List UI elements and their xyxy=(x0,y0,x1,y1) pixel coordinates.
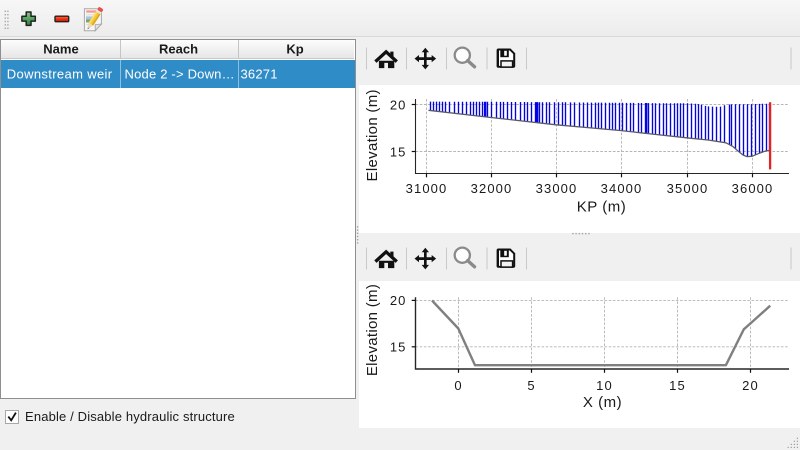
svg-text:Reach: Reach xyxy=(159,42,198,57)
svg-text:20: 20 xyxy=(390,97,407,112)
svg-text:KP (m): KP (m) xyxy=(577,199,626,216)
svg-text:Kp: Kp xyxy=(286,42,303,57)
svg-text:31000: 31000 xyxy=(406,181,448,196)
svg-text:35000: 35000 xyxy=(667,181,709,196)
svg-text:Elevation (m): Elevation (m) xyxy=(364,284,381,376)
svg-text:33000: 33000 xyxy=(536,181,578,196)
svg-text:Name: Name xyxy=(43,42,78,57)
svg-text:36000: 36000 xyxy=(732,181,774,196)
svg-text:0: 0 xyxy=(454,378,462,393)
svg-text:15: 15 xyxy=(669,378,686,393)
svg-text:20: 20 xyxy=(742,378,759,393)
svg-text:Enable / Disable hydraulic str: Enable / Disable hydraulic structure xyxy=(25,409,235,424)
svg-text:5: 5 xyxy=(527,378,535,393)
svg-text:20: 20 xyxy=(390,293,407,308)
svg-text:32000: 32000 xyxy=(471,181,513,196)
svg-text:36271: 36271 xyxy=(241,66,278,81)
svg-text:X (m): X (m) xyxy=(583,394,622,411)
svg-text:15: 15 xyxy=(390,340,407,355)
svg-text:10: 10 xyxy=(596,378,613,393)
svg-text:Node 2 -> Down…: Node 2 -> Down… xyxy=(125,66,235,81)
svg-text:Elevation (m): Elevation (m) xyxy=(364,89,381,181)
svg-text:15: 15 xyxy=(390,144,407,159)
svg-text:34000: 34000 xyxy=(601,181,643,196)
svg-text:Downstream weir: Downstream weir xyxy=(7,66,113,81)
